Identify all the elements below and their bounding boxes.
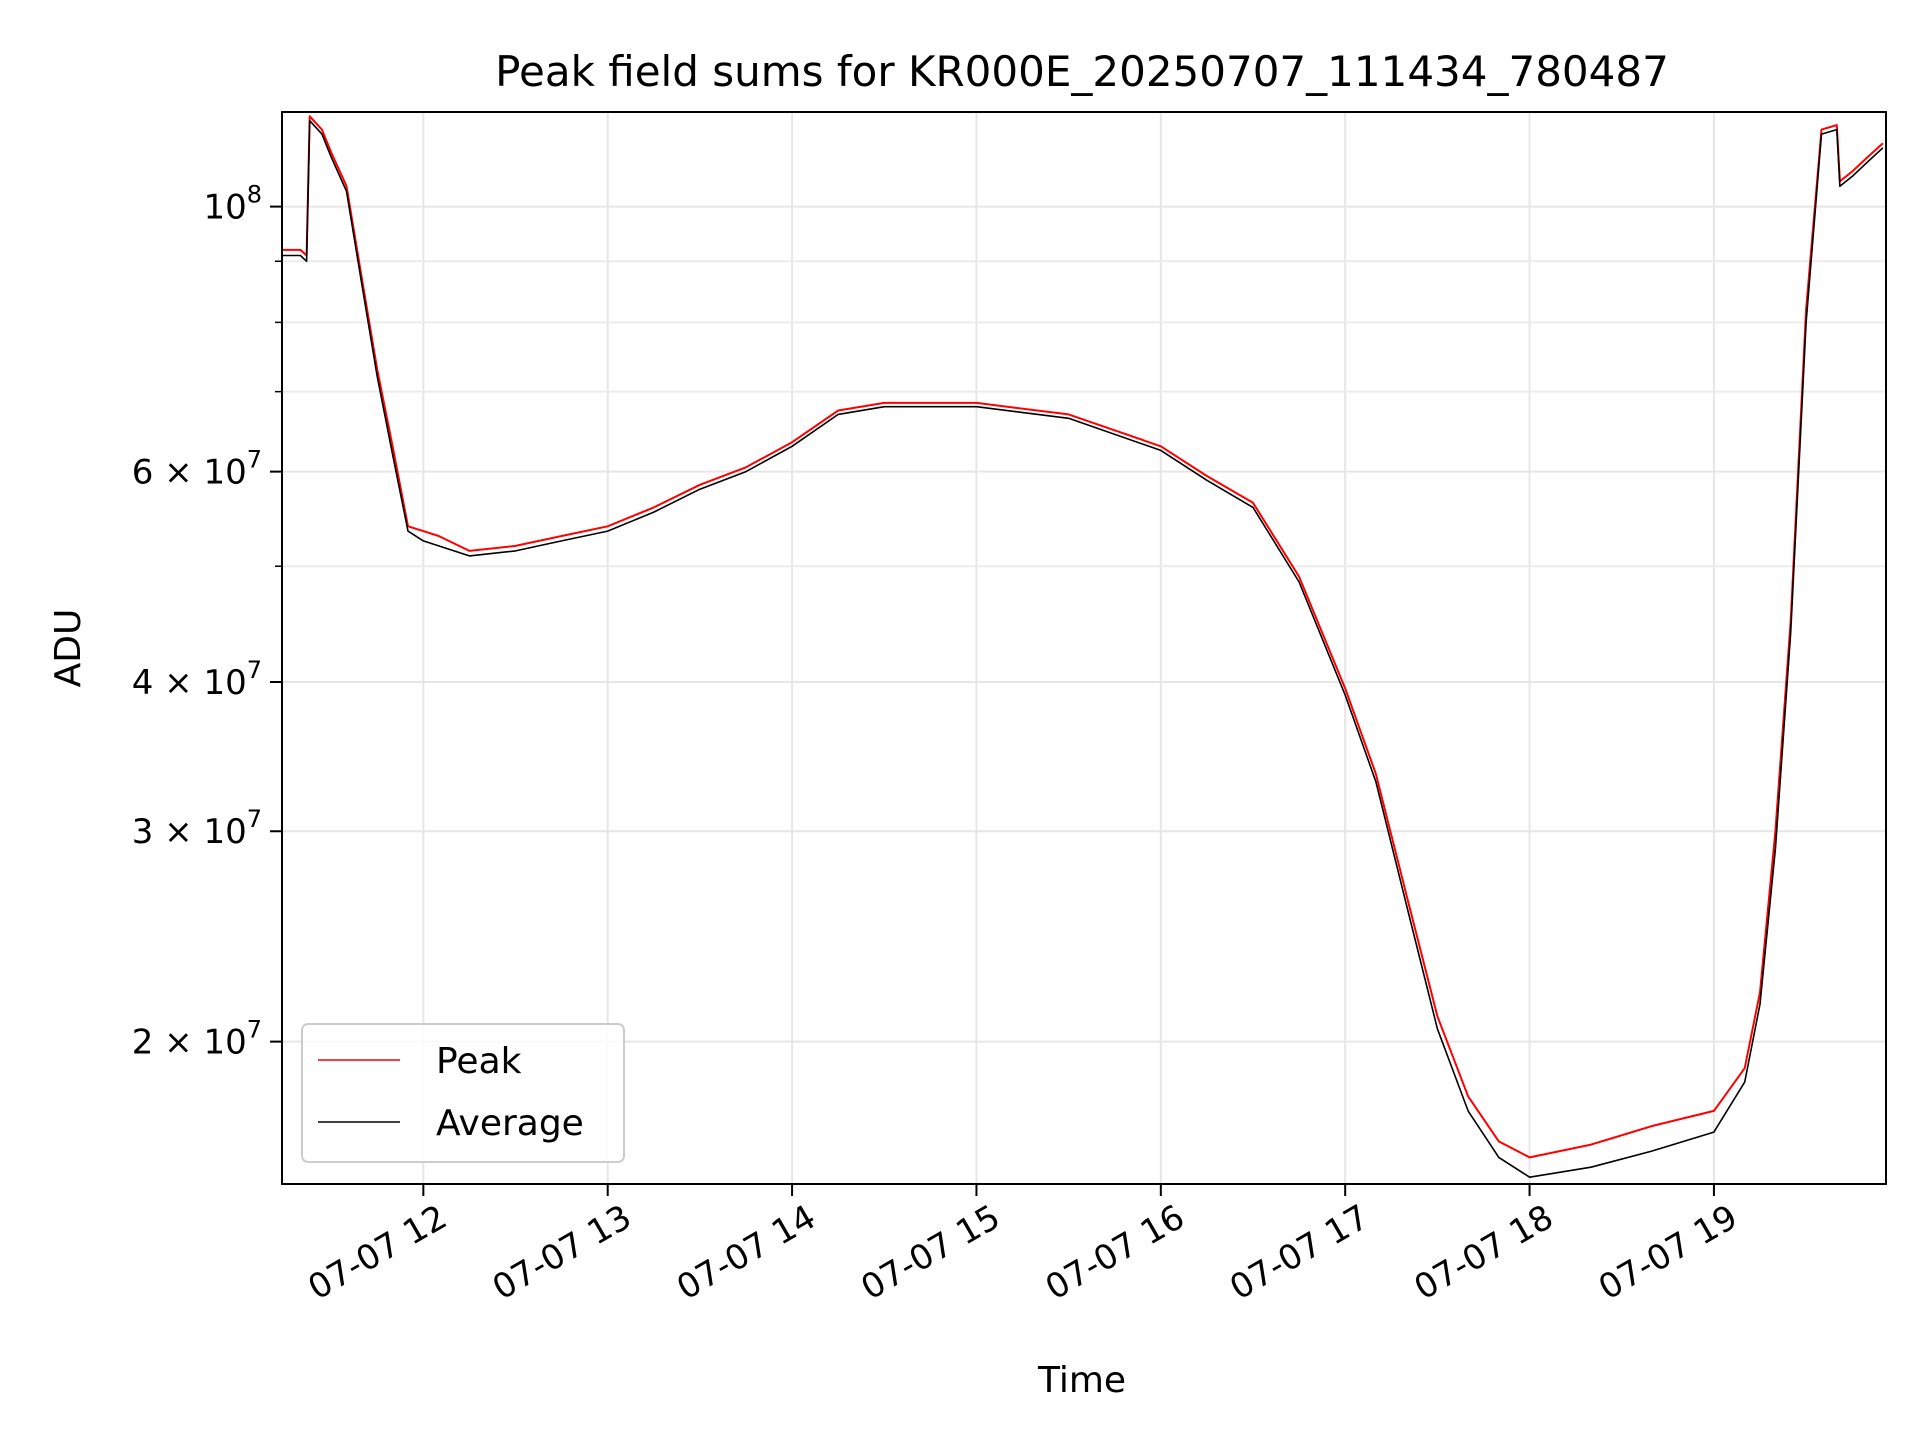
- series-line-average: [282, 119, 1884, 1178]
- y-axis: 108 6 × 107 4 × 107 3 × 107 2 × 107: [132, 181, 282, 1063]
- legend-box: [301, 1023, 625, 1163]
- grid-lines: [282, 112, 1886, 1184]
- legend-label-average: Average: [436, 1103, 584, 1144]
- y-tick-label: 3 × 107: [132, 805, 262, 852]
- y-tick-label: 108: [203, 181, 262, 228]
- series-lines: [282, 115, 1884, 1178]
- plot-frame: [281, 111, 1887, 1185]
- legend: Peak Average: [301, 1023, 625, 1163]
- x-axis-label: Time: [1037, 1360, 1126, 1401]
- y-tick-label: 2 × 107: [132, 1016, 262, 1063]
- chart-title: Peak field sums for KR000E_20250707_1114…: [495, 47, 1669, 96]
- y-tick-label: 4 × 107: [132, 656, 262, 703]
- y-axis-label: ADU: [48, 609, 89, 688]
- series-line-peak: [282, 115, 1884, 1159]
- y-tick-label: 6 × 107: [132, 446, 262, 493]
- legend-label-peak: Peak: [436, 1041, 522, 1082]
